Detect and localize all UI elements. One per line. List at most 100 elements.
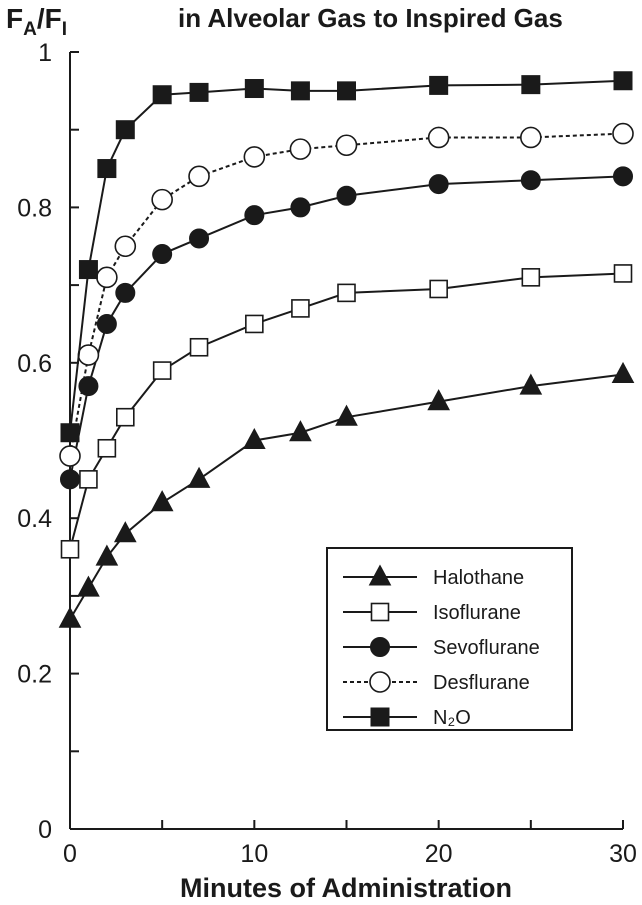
data-point — [335, 134, 358, 157]
data-point — [96, 266, 118, 289]
legend-box — [326, 547, 573, 731]
data-point — [290, 197, 311, 218]
data-point — [152, 85, 172, 105]
y-axis-label-main: F — [6, 3, 23, 34]
data-point — [152, 361, 172, 380]
data-point — [245, 314, 264, 334]
series-group — [60, 264, 633, 559]
legend-label: Isoflurane — [433, 602, 521, 624]
data-point — [244, 205, 265, 226]
data-point — [613, 264, 633, 283]
series-line — [69, 132, 624, 457]
x-tick-label: 10 — [240, 840, 268, 868]
data-point — [520, 126, 542, 149]
data-point — [59, 445, 81, 467]
chart-title: in Alveolar Gas to Inspired Gas — [178, 3, 563, 33]
data-point — [612, 122, 634, 145]
axis-ticks: 0 10 20 30 0 0.2 0.4 0.6 0.8 1 — [17, 39, 637, 868]
data-point — [427, 126, 450, 149]
data-point — [152, 244, 173, 265]
data-point — [188, 165, 210, 188]
data-point — [115, 282, 136, 303]
legend-label: Halothane — [433, 567, 524, 589]
legend-marker — [369, 671, 391, 693]
y-tick-label: 0.4 — [17, 505, 52, 533]
data-point — [611, 361, 635, 384]
data-point — [116, 407, 135, 427]
legend-marker — [370, 602, 390, 622]
legend-label: Sevoflurane — [433, 637, 540, 659]
series-layer — [58, 71, 635, 628]
data-point — [115, 120, 135, 140]
legend-item: Sevoflurane — [343, 637, 540, 659]
y-tick-label: 1 — [38, 39, 52, 67]
data-point — [79, 470, 98, 489]
data-point — [60, 539, 80, 559]
data-point — [189, 228, 210, 249]
data-point — [95, 544, 119, 566]
data-point — [289, 420, 312, 442]
data-point — [150, 490, 174, 512]
data-point — [114, 235, 137, 258]
data-point — [521, 75, 541, 95]
data-point — [187, 466, 211, 488]
data-point — [96, 313, 117, 334]
legend-label: N₂O — [433, 707, 471, 729]
data-point — [244, 79, 264, 99]
data-point — [519, 373, 543, 395]
series-group — [59, 122, 634, 467]
legend-items: Halothane Isoflurane Sevoflurane Desflurane… — [343, 564, 540, 729]
y-axis-label: FA/FI — [6, 3, 67, 40]
legend-marker — [370, 637, 390, 657]
data-point — [521, 268, 541, 287]
data-point — [337, 283, 356, 303]
data-point — [189, 82, 209, 102]
data-point — [337, 81, 356, 101]
data-point — [427, 389, 451, 411]
data-point — [613, 166, 633, 187]
data-point — [290, 81, 310, 101]
data-point — [60, 423, 80, 443]
x-tick-label: 0 — [63, 840, 77, 868]
data-point — [77, 575, 100, 597]
x-axis-label: Minutes of Administration — [180, 873, 512, 903]
series-line — [69, 79, 624, 433]
x-tick-label: 20 — [425, 840, 453, 868]
y-tick-label: 0.6 — [17, 350, 52, 378]
data-point — [520, 170, 541, 191]
data-point — [429, 279, 448, 299]
y-tick-label: 0.8 — [17, 194, 52, 222]
data-point — [78, 376, 99, 397]
data-point — [113, 521, 137, 543]
y-axis-label-sep: /F — [37, 3, 62, 34]
legend-marker — [370, 707, 390, 727]
series-group — [58, 361, 635, 628]
legend-item: N₂O — [343, 707, 471, 729]
data-point — [335, 404, 358, 426]
data-point — [77, 344, 100, 366]
data-point — [58, 606, 82, 628]
legend-item: Desflurane — [343, 671, 530, 694]
legend: Halothane Isoflurane Sevoflurane Desflurane… — [326, 547, 573, 731]
data-point — [242, 427, 266, 450]
data-point — [97, 438, 117, 458]
data-point — [60, 469, 80, 490]
data-point — [291, 299, 310, 318]
legend-marker — [368, 564, 392, 586]
data-point — [78, 260, 98, 280]
data-point — [613, 71, 633, 91]
y-tick-label: 0.2 — [17, 661, 52, 689]
legend-label: Desflurane — [433, 672, 530, 694]
series-group — [60, 166, 633, 490]
data-point — [151, 188, 173, 211]
series-group — [60, 71, 633, 443]
y-axis-label-sub-i: I — [62, 19, 67, 40]
y-tick-label: 0 — [38, 816, 52, 844]
data-point — [97, 159, 117, 179]
data-point — [428, 174, 449, 195]
data-point — [289, 138, 312, 160]
data-point — [429, 75, 449, 95]
data-point — [189, 337, 209, 357]
data-point — [336, 185, 357, 206]
